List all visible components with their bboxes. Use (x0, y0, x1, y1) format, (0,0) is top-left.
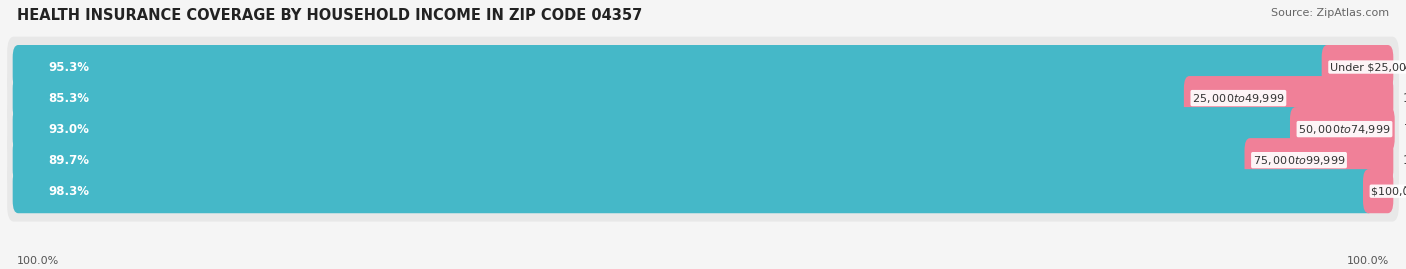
FancyBboxPatch shape (1289, 107, 1395, 151)
Text: $100,000 and over: $100,000 and over (1371, 186, 1406, 196)
FancyBboxPatch shape (7, 68, 1399, 129)
FancyBboxPatch shape (7, 161, 1399, 222)
FancyBboxPatch shape (1184, 76, 1393, 120)
Text: 10.3%: 10.3% (1403, 154, 1406, 167)
FancyBboxPatch shape (7, 130, 1399, 190)
FancyBboxPatch shape (1244, 138, 1393, 182)
FancyBboxPatch shape (13, 45, 1333, 89)
Text: 85.3%: 85.3% (48, 91, 90, 105)
Text: 98.3%: 98.3% (48, 185, 90, 198)
Text: 100.0%: 100.0% (1347, 256, 1389, 266)
Text: Under $25,000: Under $25,000 (1330, 62, 1406, 72)
Text: 14.7%: 14.7% (1403, 91, 1406, 105)
FancyBboxPatch shape (7, 99, 1399, 160)
Text: $50,000 to $74,999: $50,000 to $74,999 (1298, 123, 1391, 136)
Text: 93.0%: 93.0% (48, 123, 90, 136)
Text: HEALTH INSURANCE COVERAGE BY HOUSEHOLD INCOME IN ZIP CODE 04357: HEALTH INSURANCE COVERAGE BY HOUSEHOLD I… (17, 8, 643, 23)
Text: $75,000 to $99,999: $75,000 to $99,999 (1253, 154, 1346, 167)
Text: $25,000 to $49,999: $25,000 to $49,999 (1192, 91, 1285, 105)
FancyBboxPatch shape (1362, 169, 1393, 213)
FancyBboxPatch shape (7, 37, 1399, 97)
Text: 100.0%: 100.0% (17, 256, 59, 266)
FancyBboxPatch shape (13, 76, 1195, 120)
Text: 4.7%: 4.7% (1403, 61, 1406, 73)
Text: 1.7%: 1.7% (1403, 185, 1406, 198)
Text: 89.7%: 89.7% (48, 154, 90, 167)
FancyBboxPatch shape (13, 138, 1256, 182)
FancyBboxPatch shape (13, 107, 1301, 151)
FancyBboxPatch shape (13, 169, 1374, 213)
Text: Source: ZipAtlas.com: Source: ZipAtlas.com (1271, 8, 1389, 18)
Text: 95.3%: 95.3% (48, 61, 90, 73)
FancyBboxPatch shape (1322, 45, 1393, 89)
Text: 7.1%: 7.1% (1405, 123, 1406, 136)
